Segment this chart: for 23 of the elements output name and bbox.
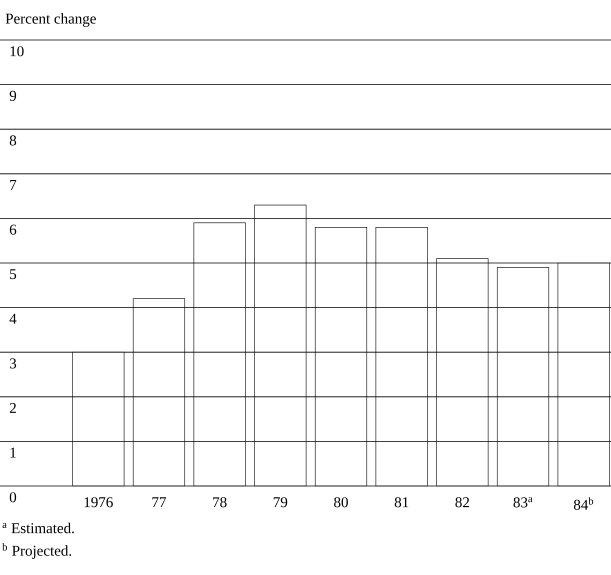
- x-tick-label: 81: [394, 497, 408, 508]
- y-tick-label: 0: [10, 492, 16, 502]
- y-tick-label: 6: [10, 224, 16, 235]
- x-tick-label: 80: [334, 497, 348, 508]
- y-tick-label: 9: [10, 90, 16, 101]
- x-tick-label: 79: [274, 497, 288, 508]
- y-tick-label: 7: [10, 180, 16, 190]
- x-tick-label: 82: [455, 497, 470, 508]
- x-tick-label: 84$^{b}$: [574, 497, 594, 510]
- y-tick-label: 2: [10, 402, 16, 413]
- y-tick-label: 1: [10, 448, 16, 458]
- x-tick-label: 78: [213, 497, 227, 508]
- text: $^{b}$ Projected.: [2, 543, 72, 559]
- y-tick-label: 10: [10, 46, 24, 56]
- y-axis-title: Percent change: [6, 13, 96, 27]
- y-tick-label: 8: [10, 135, 16, 146]
- y-tick-label: 3: [10, 358, 16, 368]
- x-tick-label: 77: [152, 497, 166, 508]
- x-tick-label: 1976: [84, 497, 113, 508]
- x-tick-label: 83$^{a}$: [514, 497, 532, 508]
- y-tick-label: 4: [9, 314, 16, 324]
- y-tick-label: 5: [10, 269, 16, 280]
- text: $^{a}$ Estimated.: [2, 522, 74, 534]
